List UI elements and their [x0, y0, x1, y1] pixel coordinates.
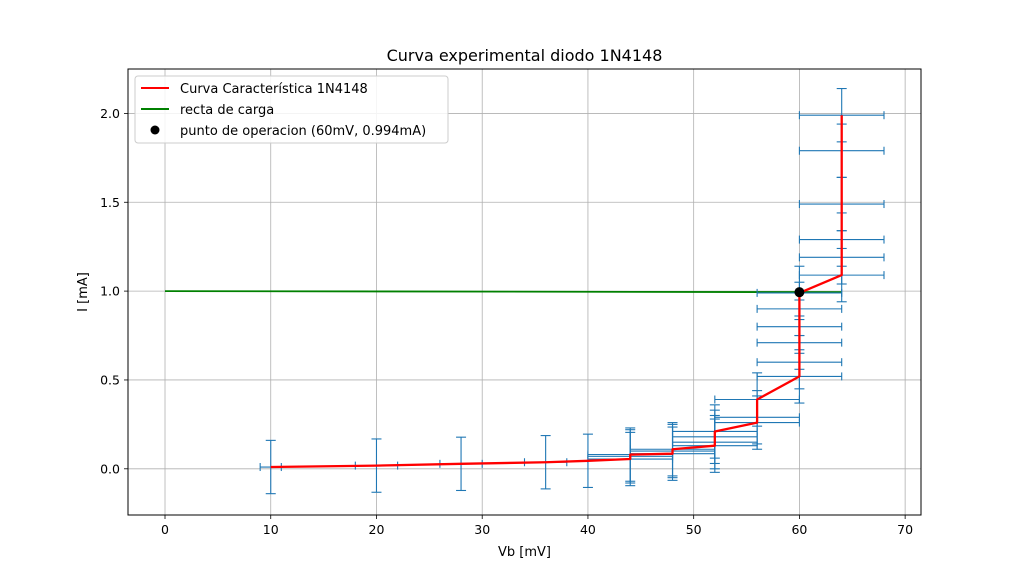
x-tick-label: 60	[791, 522, 807, 537]
characteristic-curve-layer	[270, 115, 843, 469]
chart-title: Curva experimental diodo 1N4148	[387, 46, 663, 65]
x-tick-label: 20	[369, 522, 385, 537]
x-tick-label: 40	[580, 522, 596, 537]
operating-point-layer	[794, 287, 805, 298]
x-axis-ticks: 0 10 20 30 40 50 60 70	[161, 515, 913, 537]
x-axis-label: Vb [mV]	[498, 545, 551, 560]
characteristic-curve-line	[270, 115, 843, 469]
y-tick-label: 0.5	[100, 372, 120, 387]
legend-swatch-operating-point	[150, 125, 160, 135]
y-tick-label: 2.0	[100, 106, 120, 121]
x-tick-label: 30	[474, 522, 490, 537]
x-tick-label: 10	[263, 522, 279, 537]
legend-label-load-line: recta de carga	[180, 103, 274, 118]
x-tick-label: 70	[897, 522, 913, 537]
y-tick-label: 0.0	[100, 461, 120, 476]
legend-frame	[134, 75, 449, 144]
y-axis-ticks: 0.0 0.5 1.0 1.5 2.0	[100, 106, 128, 476]
y-axis-label: I [mA]	[76, 272, 91, 312]
plot-frame	[127, 68, 922, 516]
legend: Curva Característica 1N4148 recta de car…	[134, 75, 449, 144]
legend-label-curve: Curva Característica 1N4148	[180, 82, 368, 97]
y-tick-label: 1.5	[100, 195, 120, 210]
legend-label-operating-point: punto de operacion (60mV, 0.994mA)	[180, 124, 426, 139]
load-line	[165, 290, 842, 294]
x-tick-label: 50	[686, 522, 702, 537]
x-tick-label: 0	[161, 522, 169, 537]
operating-point-marker	[794, 287, 805, 298]
load-line-layer	[165, 290, 842, 294]
y-tick-label: 1.0	[100, 284, 120, 299]
